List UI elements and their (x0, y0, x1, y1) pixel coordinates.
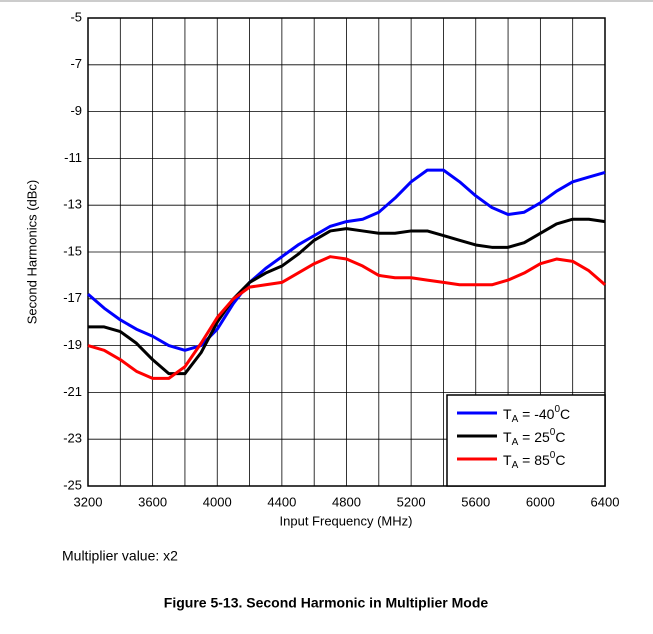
x-tick-label: 4400 (267, 494, 296, 509)
legend-label: TA = -400C (503, 404, 570, 425)
y-tick-label: -17 (63, 290, 82, 305)
legend-label-part: C (555, 429, 565, 445)
y-tick-label: -25 (63, 477, 82, 492)
x-tick-label: 5200 (397, 494, 426, 509)
x-tick-label: 3600 (138, 494, 167, 509)
y-tick-label: -13 (63, 197, 82, 212)
x-tick-label: 6400 (591, 494, 620, 509)
y-tick-label: -5 (70, 9, 82, 24)
legend-label-part: = 25 (518, 429, 550, 445)
legend-label: TA = 850C (503, 450, 565, 471)
legend-label-part: A (512, 437, 519, 448)
legend-label-part: 0 (554, 404, 560, 415)
legend-label-part: A (512, 460, 519, 471)
y-tick-label: -7 (70, 56, 82, 71)
y-tick-label: -11 (64, 150, 82, 165)
y-tick-label: -19 (63, 337, 82, 352)
legend-label-part: C (560, 406, 570, 422)
legend-label-part: A (512, 414, 519, 425)
legend-label-part: T (503, 429, 512, 445)
caption: Figure 5-13. Second Harmonic in Multipli… (164, 595, 489, 611)
x-tick-label: 3200 (74, 494, 103, 509)
legend-box (446, 394, 606, 487)
x-tick-label: 4800 (332, 494, 361, 509)
plot-frame (87, 17, 606, 487)
legend-label-part: C (555, 452, 565, 468)
x-tick-label: 6000 (526, 494, 555, 509)
legend-label: TA = 250C (503, 427, 565, 448)
series-line (87, 255, 606, 380)
y-tick-label: -15 (63, 243, 82, 258)
y-axis-label: Second Harmonics (dBc) (24, 180, 39, 325)
x-tick-label: 4000 (203, 494, 232, 509)
x-tick-label: 5600 (461, 494, 490, 509)
legend-label-part: T (503, 452, 512, 468)
legend-label-part: = -40 (518, 406, 554, 422)
x-axis-label: Input Frequency (MHz) (280, 513, 413, 528)
legend-label-part: 0 (550, 450, 556, 461)
legend-label-part: T (503, 406, 512, 422)
y-tick-label: -21 (63, 384, 82, 399)
series-line (87, 168, 606, 352)
legend-label-part: 0 (550, 427, 556, 438)
y-tick-label: -23 (63, 431, 82, 446)
y-tick-label: -9 (70, 103, 82, 118)
legend-label-part: = 85 (518, 452, 550, 468)
note: Multiplier value: x2 (62, 548, 178, 564)
